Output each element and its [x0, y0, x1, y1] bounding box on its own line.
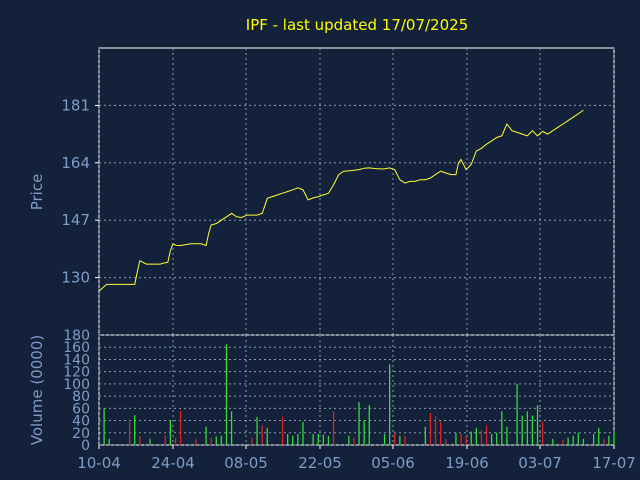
x-tick-label: 03-07: [518, 454, 562, 472]
volume-tick-label: 60: [72, 401, 90, 417]
volume-tick-label: 80: [72, 389, 90, 405]
volume-tick-label: 40: [72, 414, 90, 430]
x-tick-label: 05-06: [371, 454, 415, 472]
price-plot-frame: [98, 47, 615, 336]
x-tick-label: 24-04: [151, 454, 195, 472]
volume-tick-label: 120: [63, 365, 90, 381]
price-tick-label: 130: [61, 269, 90, 287]
x-tick-label: 17-07: [592, 454, 636, 472]
x-tick-label: 22-05: [298, 454, 342, 472]
x-tick-label: 08-05: [224, 454, 268, 472]
volume-tick-label: 140: [63, 352, 90, 368]
volume-plot-frame: [98, 334, 615, 446]
price-tick-label: 164: [61, 154, 90, 172]
x-axis: 10-04 24-04 08-05 22-05 05-06 19-06 03-07 17-07: [77, 445, 636, 472]
x-tick-label: 10-04: [77, 454, 121, 472]
price-axis-label: Price: [28, 174, 46, 211]
price-tick-label: 181: [61, 96, 90, 114]
volume-tick-label: 20: [72, 426, 90, 442]
price-panel: 130 147 164 181: [61, 47, 615, 336]
volume-tick-label: 100: [63, 377, 90, 393]
price-line: [98, 109, 584, 292]
volume-tick-label: 160: [63, 340, 90, 356]
volume-tick-label: 180: [63, 328, 90, 344]
chart-title: IPF - last updated 17/07/2025: [246, 16, 468, 34]
x-tick-label: 19-06: [445, 454, 489, 472]
price-tick-label: 147: [61, 211, 90, 229]
volume-axis-label: Volume (0000): [28, 335, 46, 445]
volume-tick-label: 0: [81, 438, 90, 454]
